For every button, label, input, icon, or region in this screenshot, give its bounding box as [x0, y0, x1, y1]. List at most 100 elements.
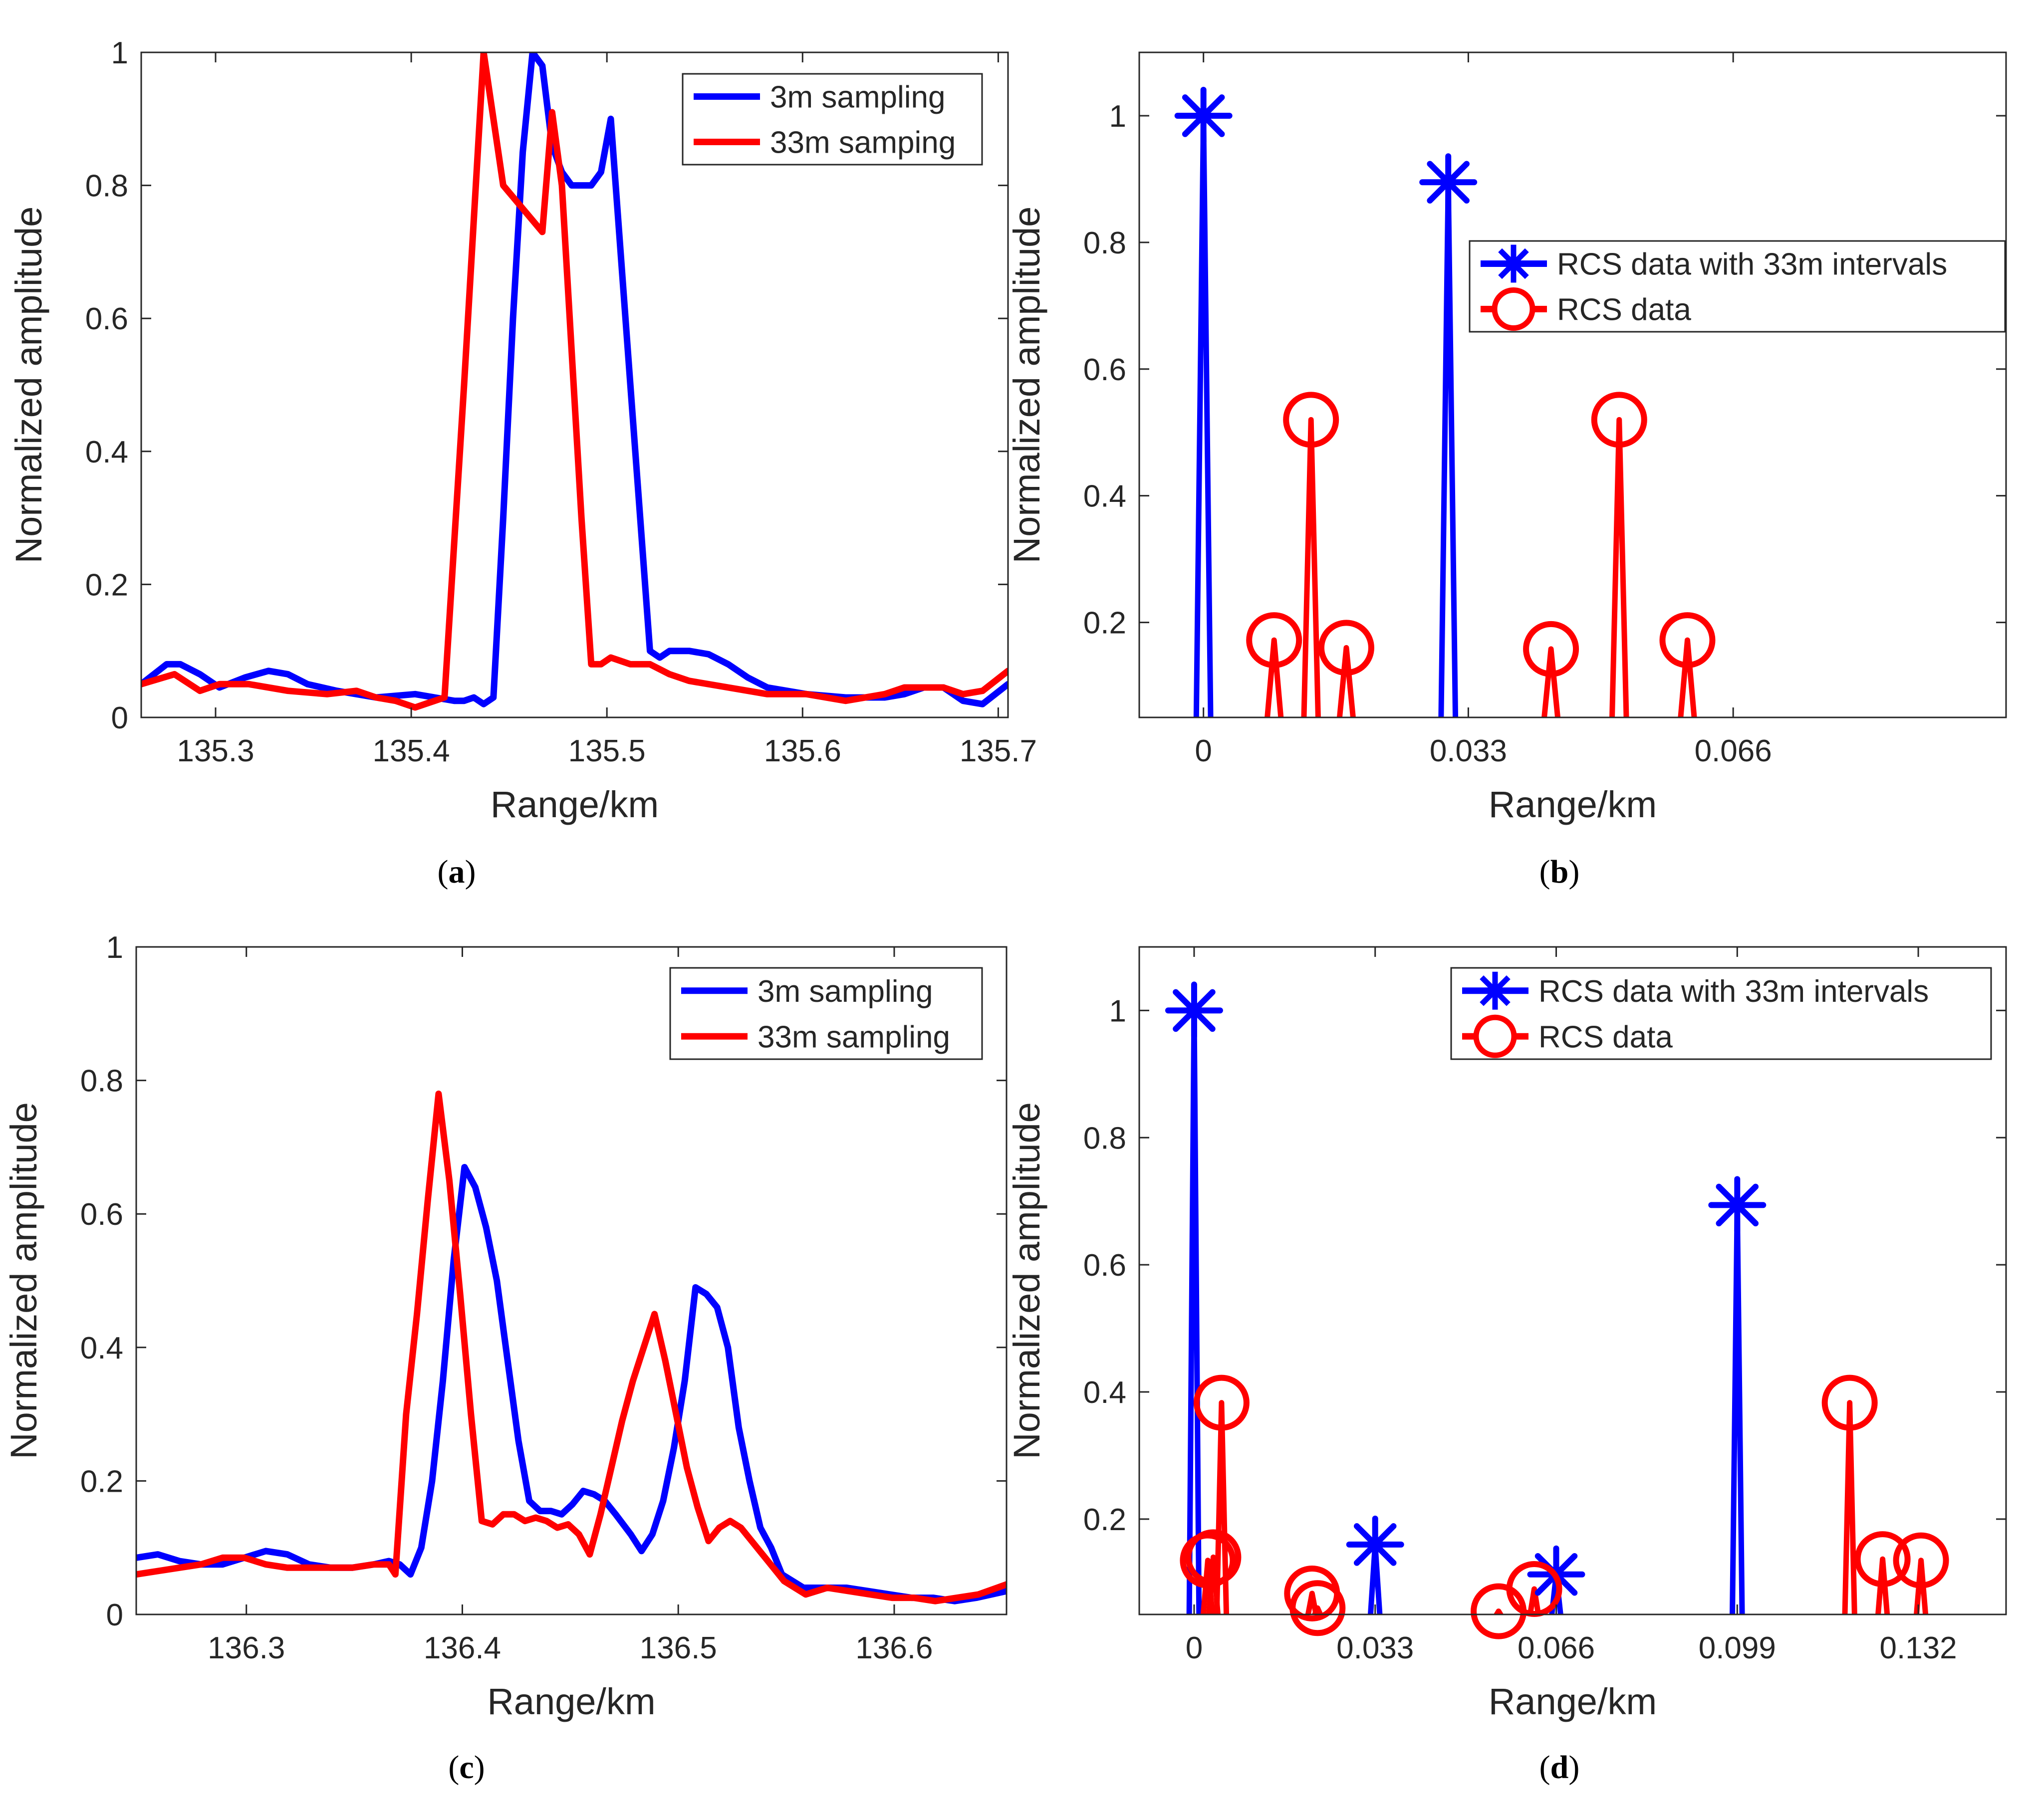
legend-label-c-1: 33m sampling	[758, 1020, 950, 1054]
ylabel-d: Normalized amplitude	[1006, 1102, 1047, 1459]
ytick-label-d-4: 1	[1109, 994, 1126, 1028]
series-line-a-1	[141, 52, 1008, 711]
xlabel-a: Range/km	[491, 784, 659, 825]
xtick-label-c-3: 136.6	[855, 1631, 933, 1665]
ytick-label-d-1: 0.4	[1083, 1375, 1126, 1410]
marker-circle-b-4	[1591, 392, 1647, 448]
ytick-label-b-2: 0.6	[1083, 353, 1126, 387]
ytick-label-b-1: 0.4	[1083, 479, 1126, 514]
xtick-label-b-0: 0	[1195, 734, 1212, 768]
marker-circle-b-3	[1523, 621, 1579, 677]
marker-star-b-1	[1419, 153, 1478, 212]
stem-d-1-8	[1875, 1556, 1890, 1614]
ytick-label-b-4: 1	[1109, 99, 1126, 134]
caption-d: (d)	[1539, 1749, 1580, 1786]
xlabel-d: Range/km	[1489, 1681, 1657, 1722]
stem-b-1-0	[1265, 637, 1284, 717]
xtick-label-c-0: 136.3	[208, 1631, 285, 1665]
legend-box-b	[1469, 240, 2006, 333]
xtick-label-b-1: 0.033	[1430, 734, 1507, 768]
legend-label-d-0: RCS data with 33m intervals	[1538, 974, 1929, 1009]
series-group-c	[136, 1090, 1007, 1604]
stem-d-1-6	[1527, 1586, 1541, 1614]
caption-a: (a)	[437, 854, 476, 890]
stem-b-1-1	[1301, 417, 1321, 717]
marker-circle-b-5	[1659, 612, 1716, 669]
xtick-label-a-0: 135.3	[177, 734, 254, 768]
marker-circle-d-1	[1185, 1529, 1242, 1586]
legend-box-d	[1450, 967, 1992, 1060]
xtick-label-d-2: 0.066	[1518, 1631, 1595, 1665]
axes-box-b	[1138, 51, 2007, 718]
chart-c: 136.3 136.4 136.5 136.6 0 0.2 0.4 0.6 0.8 1 Range/…	[3, 930, 1008, 1722]
marker-star-d-0	[1165, 981, 1223, 1040]
stem-b-1-2	[1336, 645, 1356, 717]
axes-box-a	[140, 51, 1009, 718]
legend-d: RCS data with 33m intervals RCS data	[1450, 967, 1992, 1060]
stem-d-1-9	[1914, 1558, 1929, 1614]
marker-circle-d-9	[1893, 1532, 1949, 1589]
legend-circle-d-1	[1473, 1014, 1517, 1058]
ytick-label-c-3: 0.6	[80, 1197, 123, 1232]
ytick-label-c-5: 1	[106, 930, 123, 965]
xtick-label-b-2: 0.066	[1695, 734, 1772, 768]
xlabel-c: Range/km	[487, 1681, 655, 1722]
legend-star-b-0	[1495, 244, 1532, 283]
series-line-c-1	[136, 1090, 1007, 1604]
xtick-label-d-3: 0.099	[1699, 1631, 1776, 1665]
legend-label-b-1: RCS data	[1557, 293, 1691, 327]
ytick-label-a-2: 0.4	[85, 435, 128, 469]
xtick-label-a-3: 135.6	[764, 734, 841, 768]
xtick-label-c-2: 136.5	[640, 1631, 717, 1665]
xtick-label-d-0: 0	[1186, 1631, 1203, 1665]
marker-star-b-0	[1174, 86, 1233, 145]
legend-star-d-0	[1476, 971, 1514, 1010]
xtick-label-d-1: 0.033	[1336, 1631, 1414, 1665]
ytick-label-b-0: 0.2	[1083, 606, 1126, 641]
stem-d-1-4	[1311, 1605, 1323, 1614]
xtick-label-c-1: 136.4	[424, 1631, 501, 1665]
axes-box-d	[1138, 946, 2007, 1615]
xtick-label-a-4: 135.7	[960, 734, 1037, 768]
ylabel-a: Normalized amplitude	[8, 207, 49, 564]
caption-c: (c)	[448, 1749, 485, 1786]
xtick-label-d-4: 0.132	[1880, 1631, 1957, 1665]
marker-circle-d-2	[1193, 1374, 1250, 1431]
marker-star-d-3	[1708, 1176, 1767, 1234]
ytick-label-d-3: 0.8	[1083, 1121, 1126, 1155]
ylabel-c: Normalized amplitude	[3, 1102, 44, 1459]
ytick-label-c-2: 0.4	[80, 1331, 123, 1365]
stem-b-1-5	[1678, 637, 1697, 717]
marker-circle-d-4	[1289, 1580, 1346, 1636]
ytick-label-d-0: 0.2	[1083, 1503, 1126, 1537]
legend-a: 3m sampling 33m samping	[682, 73, 983, 166]
legend-label-c-0: 3m sampling	[758, 974, 933, 1009]
chart-a: 135.3 135.4 135.5 135.6 135.7 0 0.2 0.4 0.6 0.8 1 R…	[8, 36, 1037, 825]
marker-circle-b-0	[1246, 612, 1302, 669]
ytick-label-c-0: 0	[106, 1598, 123, 1632]
series-group-a	[141, 52, 1008, 711]
marker-circle-d-7	[1821, 1374, 1878, 1431]
ytick-label-a-0: 0	[111, 701, 128, 735]
ytick-label-a-4: 0.8	[85, 169, 128, 204]
chart-d: 0 0.033 0.066 0.099 0.132 0.2 0.4 0.6 0.8 1 Range/…	[1006, 946, 2007, 1722]
xtick-label-a-1: 135.4	[373, 734, 450, 768]
ytick-label-d-2: 0.6	[1083, 1248, 1126, 1283]
stem-b-1-4	[1609, 417, 1629, 717]
legend-c: 3m sampling 33m sampling	[669, 967, 983, 1060]
marker-circle-d-8	[1854, 1531, 1911, 1588]
stem-b-1-3	[1541, 646, 1561, 717]
legend-label-a-0: 3m sampling	[770, 80, 945, 115]
legend-label-d-1: RCS data	[1538, 1020, 1673, 1054]
marker-star-d-1	[1346, 1515, 1404, 1574]
xlabel-b: Range/km	[1489, 784, 1657, 825]
stem-d-1-2	[1214, 1400, 1230, 1614]
ytick-label-a-3: 0.6	[85, 302, 128, 336]
stem-d-1-7	[1842, 1400, 1857, 1614]
legend-box-c	[669, 967, 983, 1060]
ytick-label-c-1: 0.2	[80, 1464, 123, 1499]
chart-b: 0 0.033 0.066 0.2 0.4 0.6 0.8 1 Range/km Normaliz…	[1006, 51, 2007, 825]
xtick-label-a-2: 135.5	[568, 734, 646, 768]
legend-label-b-0: RCS data with 33m intervals	[1557, 247, 1947, 282]
